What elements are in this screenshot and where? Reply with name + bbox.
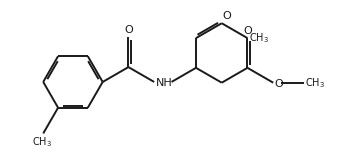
Text: O: O — [223, 11, 232, 21]
Text: NH: NH — [156, 78, 173, 88]
Text: CH$_3$: CH$_3$ — [306, 76, 325, 90]
Text: O: O — [274, 79, 283, 89]
Text: CH$_3$: CH$_3$ — [250, 31, 269, 45]
Text: O: O — [124, 25, 133, 35]
Text: CH$_3$: CH$_3$ — [32, 135, 52, 149]
Text: O: O — [243, 26, 252, 36]
